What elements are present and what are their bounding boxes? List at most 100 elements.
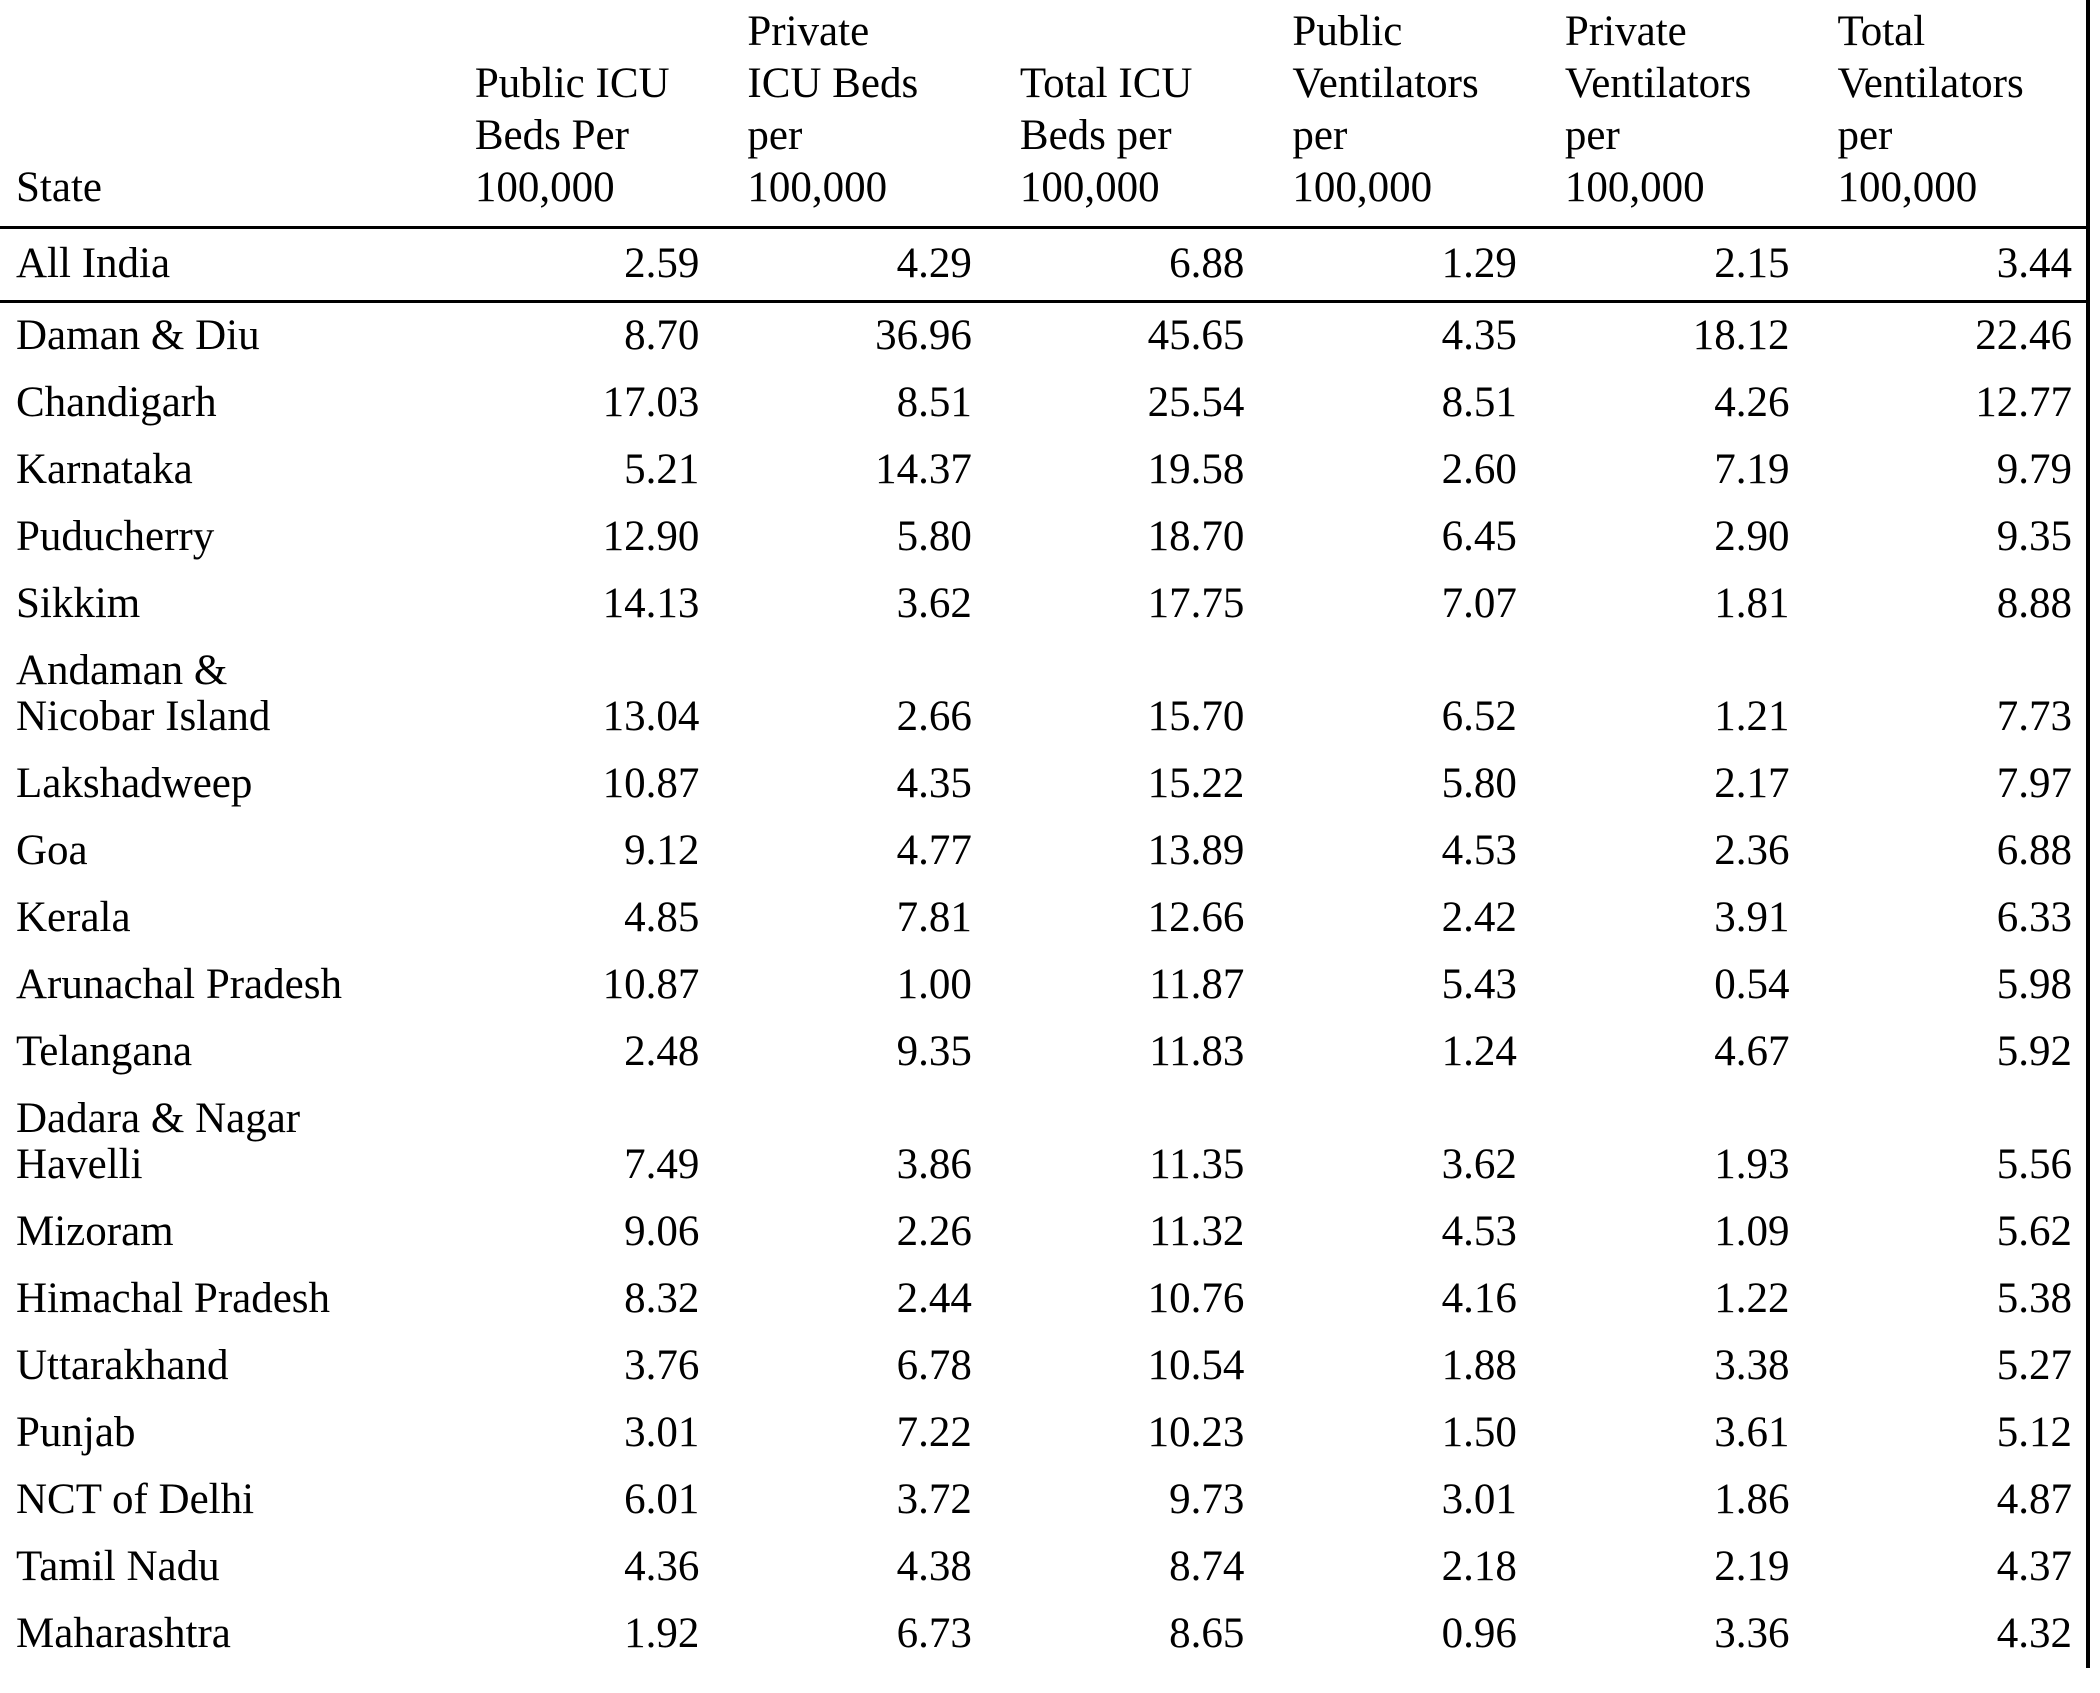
- cell: 1.09: [1714, 1208, 1790, 1255]
- cell: 9.79: [1996, 446, 2072, 493]
- header-line: 100,000: [1564, 164, 1705, 211]
- table-row: Telangana 2.48 9.35 11.83 1.24 4.67 5.92: [0, 1019, 2086, 1086]
- table-row: Lakshadweep 10.87 4.35 15.22 5.80 2.17 7…: [0, 751, 2086, 818]
- cell: 8.32: [624, 1275, 700, 1322]
- cell: 5.12: [1996, 1409, 2072, 1456]
- cell: 3.01: [624, 1409, 700, 1456]
- header-line: Beds Per: [474, 112, 629, 159]
- header-line: Private: [747, 8, 870, 55]
- cell: 6.78: [896, 1342, 972, 1389]
- header-line: 100,000: [1292, 164, 1433, 211]
- cell: 10.87: [602, 760, 700, 807]
- cell: 1.21: [1714, 693, 1790, 740]
- state-cell: Punjab: [16, 1409, 136, 1456]
- cell: 3.61: [1714, 1409, 1790, 1456]
- cell: 4.36: [624, 1543, 700, 1590]
- cell: 1.88: [1441, 1342, 1517, 1389]
- state-cell: Telangana: [16, 1028, 193, 1075]
- cell: 1.81: [1714, 580, 1790, 627]
- table-row: Maharashtra 1.92 6.73 8.65 0.96 3.36 4.3…: [0, 1601, 2086, 1668]
- cell: 3.62: [1441, 1141, 1517, 1188]
- cell: 17.75: [1147, 580, 1245, 627]
- cell: 12.77: [1975, 379, 2072, 426]
- cell: 3.01: [1441, 1476, 1517, 1523]
- state-cell: Chandigarh: [16, 379, 217, 426]
- cell: 5.80: [1441, 760, 1517, 807]
- header-line: Total: [1837, 8, 1926, 55]
- table-row: Sikkim 14.13 3.62 17.75 7.07 1.81 8.88: [0, 571, 2086, 638]
- state-cell: All India: [0, 227, 451, 303]
- cell: 2.17: [1714, 760, 1790, 807]
- cell: 5.21: [624, 446, 700, 493]
- cell: 8.70: [624, 312, 700, 359]
- cell: 3.36: [1714, 1610, 1790, 1657]
- cell: 11.87: [1149, 961, 1245, 1008]
- header-line: per: [1292, 112, 1348, 159]
- table-row: Dadara & Nagar Havelli 7.49 3.86 11.35 3…: [0, 1086, 2086, 1199]
- cell: 0.96: [1441, 1610, 1517, 1657]
- header-line: Ventilators: [1837, 60, 2024, 107]
- cell: 17.03: [602, 379, 700, 426]
- cell: 8.51: [1441, 379, 1517, 426]
- cell: 45.65: [1147, 312, 1245, 359]
- cell: 13.04: [602, 693, 700, 740]
- state-cell: Karnataka: [16, 446, 193, 493]
- header-line: 100,000: [1837, 164, 1978, 211]
- state-cell: Sikkim: [16, 580, 141, 627]
- cell: 5.98: [1996, 961, 2072, 1008]
- header-line: 100,000: [474, 164, 615, 211]
- cell: 5.92: [1996, 1028, 2072, 1075]
- cell: 7.73: [1996, 693, 2072, 740]
- cell: 6.88: [995, 227, 1269, 303]
- header-line: Total ICU: [1019, 60, 1193, 107]
- cell: 4.16: [1441, 1275, 1517, 1322]
- cell: 3.62: [896, 580, 972, 627]
- cell: 1.93: [1714, 1141, 1790, 1188]
- table-row: Goa 9.12 4.77 13.89 4.53 2.36 6.88: [0, 818, 2086, 885]
- cell: 3.76: [624, 1342, 700, 1389]
- col-header-total-ventilators: Total Ventilators per 100,000: [1813, 0, 2086, 229]
- cell: 1.29: [1268, 227, 1541, 303]
- header-line: per: [1564, 112, 1620, 159]
- cell: 14.37: [875, 446, 972, 493]
- cell: 4.87: [1996, 1476, 2072, 1523]
- cell: 9.35: [896, 1028, 972, 1075]
- cell: 8.65: [1169, 1610, 1245, 1657]
- cell: 13.89: [1147, 827, 1245, 874]
- state-cell: Arunachal Pradesh: [16, 961, 342, 1008]
- table-row: Chandigarh 17.03 8.51 25.54 8.51 4.26 12…: [0, 370, 2086, 437]
- cell: 2.44: [896, 1275, 972, 1322]
- cell: 4.32: [1996, 1610, 2072, 1657]
- cell: 6.45: [1441, 513, 1517, 560]
- cell: 19.58: [1147, 446, 1245, 493]
- cell: 7.97: [1996, 760, 2072, 807]
- header-line: State: [16, 164, 102, 211]
- cell: 36.96: [875, 312, 972, 359]
- header-line: per: [1837, 112, 1893, 159]
- col-header-public-ventilators: Public Ventilators per 100,000: [1268, 0, 1541, 229]
- cell: 4.35: [1441, 312, 1517, 359]
- state-cell: Dadara & Nagar Havelli: [0, 1086, 451, 1199]
- header-line: Beds per: [1019, 112, 1172, 159]
- table-row: NCT of Delhi 6.01 3.72 9.73 3.01 1.86 4.…: [0, 1467, 2086, 1534]
- cell: 7.49: [624, 1141, 700, 1188]
- cell: 10.23: [1147, 1409, 1245, 1456]
- cell: 1.22: [1714, 1275, 1790, 1322]
- table-row: Arunachal Pradesh 10.87 1.00 11.87 5.43 …: [0, 952, 2086, 1019]
- cell: 6.88: [1996, 827, 2072, 874]
- cell: 5.38: [1996, 1275, 2072, 1322]
- table-row: Kerala 4.85 7.81 12.66 2.42 3.91 6.33: [0, 885, 2086, 952]
- cell: 3.44: [1813, 227, 2086, 303]
- cell: 8.51: [896, 379, 972, 426]
- state-cell: Goa: [16, 827, 88, 874]
- state-cell: Puducherry: [16, 513, 215, 560]
- cell: 2.90: [1714, 513, 1790, 560]
- cell: 2.42: [1441, 894, 1517, 941]
- cell: 7.19: [1714, 446, 1790, 493]
- table-row: Daman & Diu 8.70 36.96 45.65 4.35 18.12 …: [0, 302, 2086, 371]
- cell: 1.86: [1714, 1476, 1790, 1523]
- table-row: Uttarakhand 3.76 6.78 10.54 1.88 3.38 5.…: [0, 1333, 2086, 1400]
- cell: 1.50: [1441, 1409, 1517, 1456]
- header-line: Private: [1564, 8, 1687, 55]
